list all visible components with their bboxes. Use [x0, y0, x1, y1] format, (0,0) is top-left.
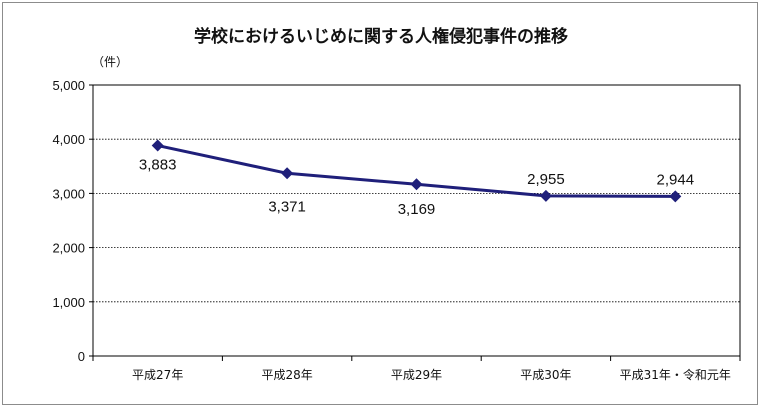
y-tick-label: 1,000 — [52, 295, 85, 310]
data-point-marker — [151, 139, 164, 152]
x-tick-label: 平成30年 — [520, 368, 571, 382]
plot-area — [92, 84, 741, 357]
y-tick-label: 3,000 — [52, 186, 85, 201]
data-point-marker — [281, 167, 294, 180]
data-point-marker — [539, 189, 552, 202]
chart-title: 学校におけるいじめに関する人権侵犯事件の推移 — [194, 27, 568, 47]
x-axis-ticks: 平成27年 平成28年 平成29年 平成30年 平成31年・令和元年 — [92, 356, 741, 382]
data-label: 3,883 — [139, 157, 177, 174]
y-axis-unit-label: （件） — [92, 55, 129, 69]
y-tick-label: 2,000 — [52, 241, 85, 256]
y-tick-label: 5,000 — [52, 78, 85, 93]
data-label: 3,371 — [268, 198, 306, 215]
x-tick-label: 平成31年・令和元年 — [620, 367, 731, 382]
x-tick-label: 平成29年 — [391, 368, 442, 382]
x-tick-label: 平成28年 — [261, 368, 312, 382]
x-tick-label: 平成27年 — [132, 368, 183, 382]
y-tick-label: 0 — [78, 349, 85, 364]
series-line — [151, 139, 682, 203]
data-point-marker — [669, 190, 682, 203]
data-point-marker — [410, 178, 423, 191]
data-label: 2,955 — [527, 171, 565, 188]
data-label: 2,944 — [657, 171, 695, 188]
y-tick-label: 4,000 — [52, 132, 85, 147]
y-axis-ticks: 0 1,000 2,000 3,000 4,000 5,000 — [52, 78, 93, 364]
data-labels: 3,883 3,371 3,169 2,955 2,944 — [139, 157, 694, 219]
data-label: 3,169 — [398, 201, 436, 218]
